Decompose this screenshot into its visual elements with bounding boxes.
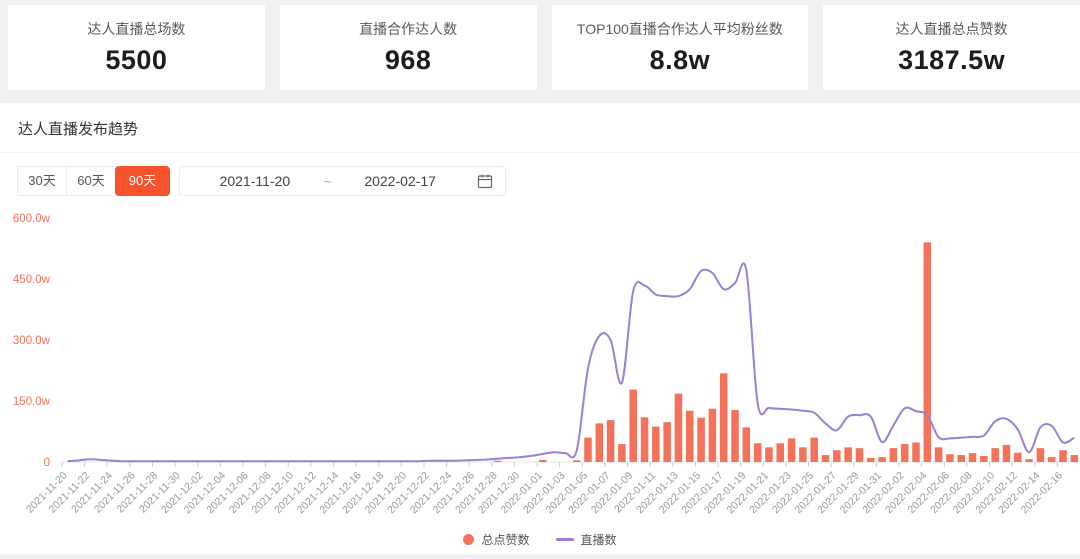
bar-likes bbox=[912, 442, 920, 462]
stat-card-label: 达人直播总点赞数 bbox=[895, 21, 1008, 37]
bar-likes bbox=[742, 427, 751, 462]
stat-card-coop-influencers: 直播合作达人数 968 bbox=[279, 5, 537, 90]
bar-likes bbox=[640, 417, 649, 462]
trend-chart[interactable]: 0150.0w300.0w450.0w600.0w2021-11-202021-… bbox=[0, 195, 1080, 535]
range-button-group: 30天 60天 90天 bbox=[17, 166, 170, 196]
stat-card-value: 8.8w bbox=[649, 45, 711, 75]
bar-likes bbox=[606, 420, 615, 462]
range-button-30d[interactable]: 30天 bbox=[17, 166, 67, 196]
trend-chart-area[interactable]: 0 150.0w 300.0w 450.0w 600.0w 2021-11-20 2021-… bbox=[0, 195, 1080, 535]
end-date-input[interactable]: 2022-02-17 bbox=[364, 173, 436, 189]
legend-item-livecount[interactable]: 直播数 bbox=[555, 531, 617, 548]
bar-likes bbox=[538, 459, 547, 462]
stat-card-total-lives: 达人直播总场数 5500 bbox=[8, 5, 265, 90]
bar-likes bbox=[719, 373, 728, 462]
bar-likes bbox=[697, 417, 705, 462]
date-range-picker[interactable]: 2021-11-20 ~ 2022-02-17 bbox=[179, 166, 506, 196]
legend-label: 总点赞数 bbox=[481, 533, 530, 547]
bar-likes bbox=[1059, 450, 1067, 462]
y-axis-label: 450.0w bbox=[13, 274, 51, 286]
bar-likes bbox=[584, 437, 592, 462]
y-axis-label: 150.0w bbox=[13, 396, 51, 408]
date-range-separator: ~ bbox=[323, 173, 332, 189]
bar-likes bbox=[934, 447, 943, 462]
bar-likes bbox=[674, 393, 683, 462]
bar-likes bbox=[1036, 448, 1045, 462]
bar-likes bbox=[731, 409, 739, 462]
bar-likes bbox=[968, 453, 977, 462]
legend-label: 直播数 bbox=[580, 533, 617, 547]
bar-likes bbox=[652, 426, 660, 462]
stat-card-label: 达人直播总场数 bbox=[87, 21, 186, 37]
panel-title: 达人直播发布趋势 bbox=[18, 121, 139, 138]
filter-bar: 30天 60天 90天 2021-11-20 ~ 2022-02-17 bbox=[17, 166, 1080, 196]
stat-card-value: 968 bbox=[384, 45, 432, 75]
start-date-input[interactable]: 2021-11-20 bbox=[219, 173, 291, 189]
stat-card-value: 3187.5w bbox=[898, 45, 1006, 75]
y-axis-label: 300.0w bbox=[13, 335, 51, 347]
stat-card-label: 直播合作达人数 bbox=[359, 21, 458, 37]
bar-likes bbox=[799, 447, 807, 462]
bar-likes bbox=[957, 455, 965, 462]
bar-likes bbox=[889, 448, 898, 462]
bar-likes bbox=[855, 448, 864, 462]
bar-likes bbox=[923, 242, 932, 462]
y-axis-label: 600.0w bbox=[13, 213, 51, 225]
bar-likes bbox=[629, 389, 637, 462]
bar-likes bbox=[776, 443, 785, 462]
range-button-60d[interactable]: 60天 bbox=[66, 166, 116, 196]
bar-likes bbox=[1002, 444, 1011, 462]
bar-likes bbox=[663, 422, 671, 462]
bar-likes bbox=[595, 423, 604, 462]
bar-likes bbox=[1014, 452, 1022, 462]
bar-likes bbox=[572, 460, 581, 462]
bar-likes bbox=[1047, 457, 1056, 462]
bar-likes bbox=[946, 454, 954, 462]
legend-item-likes[interactable]: 总点赞数 bbox=[463, 531, 530, 548]
bar-likes bbox=[787, 438, 796, 462]
legend-line-marker bbox=[555, 538, 574, 541]
bar-likes bbox=[765, 447, 773, 462]
bar-likes bbox=[753, 443, 762, 462]
bar-likes bbox=[810, 437, 818, 462]
bar-likes bbox=[708, 408, 717, 462]
line-livecount bbox=[67, 262, 1075, 463]
bar-likes bbox=[686, 410, 694, 462]
bar-likes bbox=[1025, 459, 1033, 462]
legend-bar-marker bbox=[463, 534, 475, 545]
divider bbox=[0, 152, 1080, 153]
stat-card-label: TOP100直播合作达人平均粉丝数 bbox=[576, 21, 783, 37]
trend-panel: 达人直播发布趋势 30天 60天 90天 2021-11-20 ~ 2022-0… bbox=[0, 103, 1080, 554]
bar-likes bbox=[844, 447, 852, 462]
range-button-90d[interactable]: 90天 bbox=[115, 166, 170, 196]
bar-likes bbox=[980, 455, 988, 462]
bar-likes bbox=[866, 457, 875, 462]
stat-card-value: 5500 bbox=[105, 45, 168, 75]
bar-likes bbox=[900, 444, 909, 462]
stat-card-total-likes: 达人直播总点赞数 3187.5w bbox=[823, 5, 1080, 90]
bar-likes bbox=[991, 448, 999, 462]
bar-likes bbox=[618, 444, 626, 462]
stat-card-avg-fans: TOP100直播合作达人平均粉丝数 8.8w bbox=[551, 5, 809, 90]
bar-likes bbox=[821, 455, 830, 462]
bar-likes bbox=[1070, 455, 1079, 462]
chart-legend: 总点赞数 直播数 bbox=[0, 531, 1080, 548]
bar-likes bbox=[493, 460, 502, 462]
calendar-icon[interactable] bbox=[477, 173, 493, 189]
stat-cards-row: 达人直播总场数 5500 直播合作达人数 968 TOP100直播合作达人平均粉… bbox=[0, 0, 1080, 90]
y-axis-label: 0 bbox=[44, 457, 50, 469]
bar-likes bbox=[833, 450, 841, 462]
bar-likes bbox=[878, 457, 886, 462]
